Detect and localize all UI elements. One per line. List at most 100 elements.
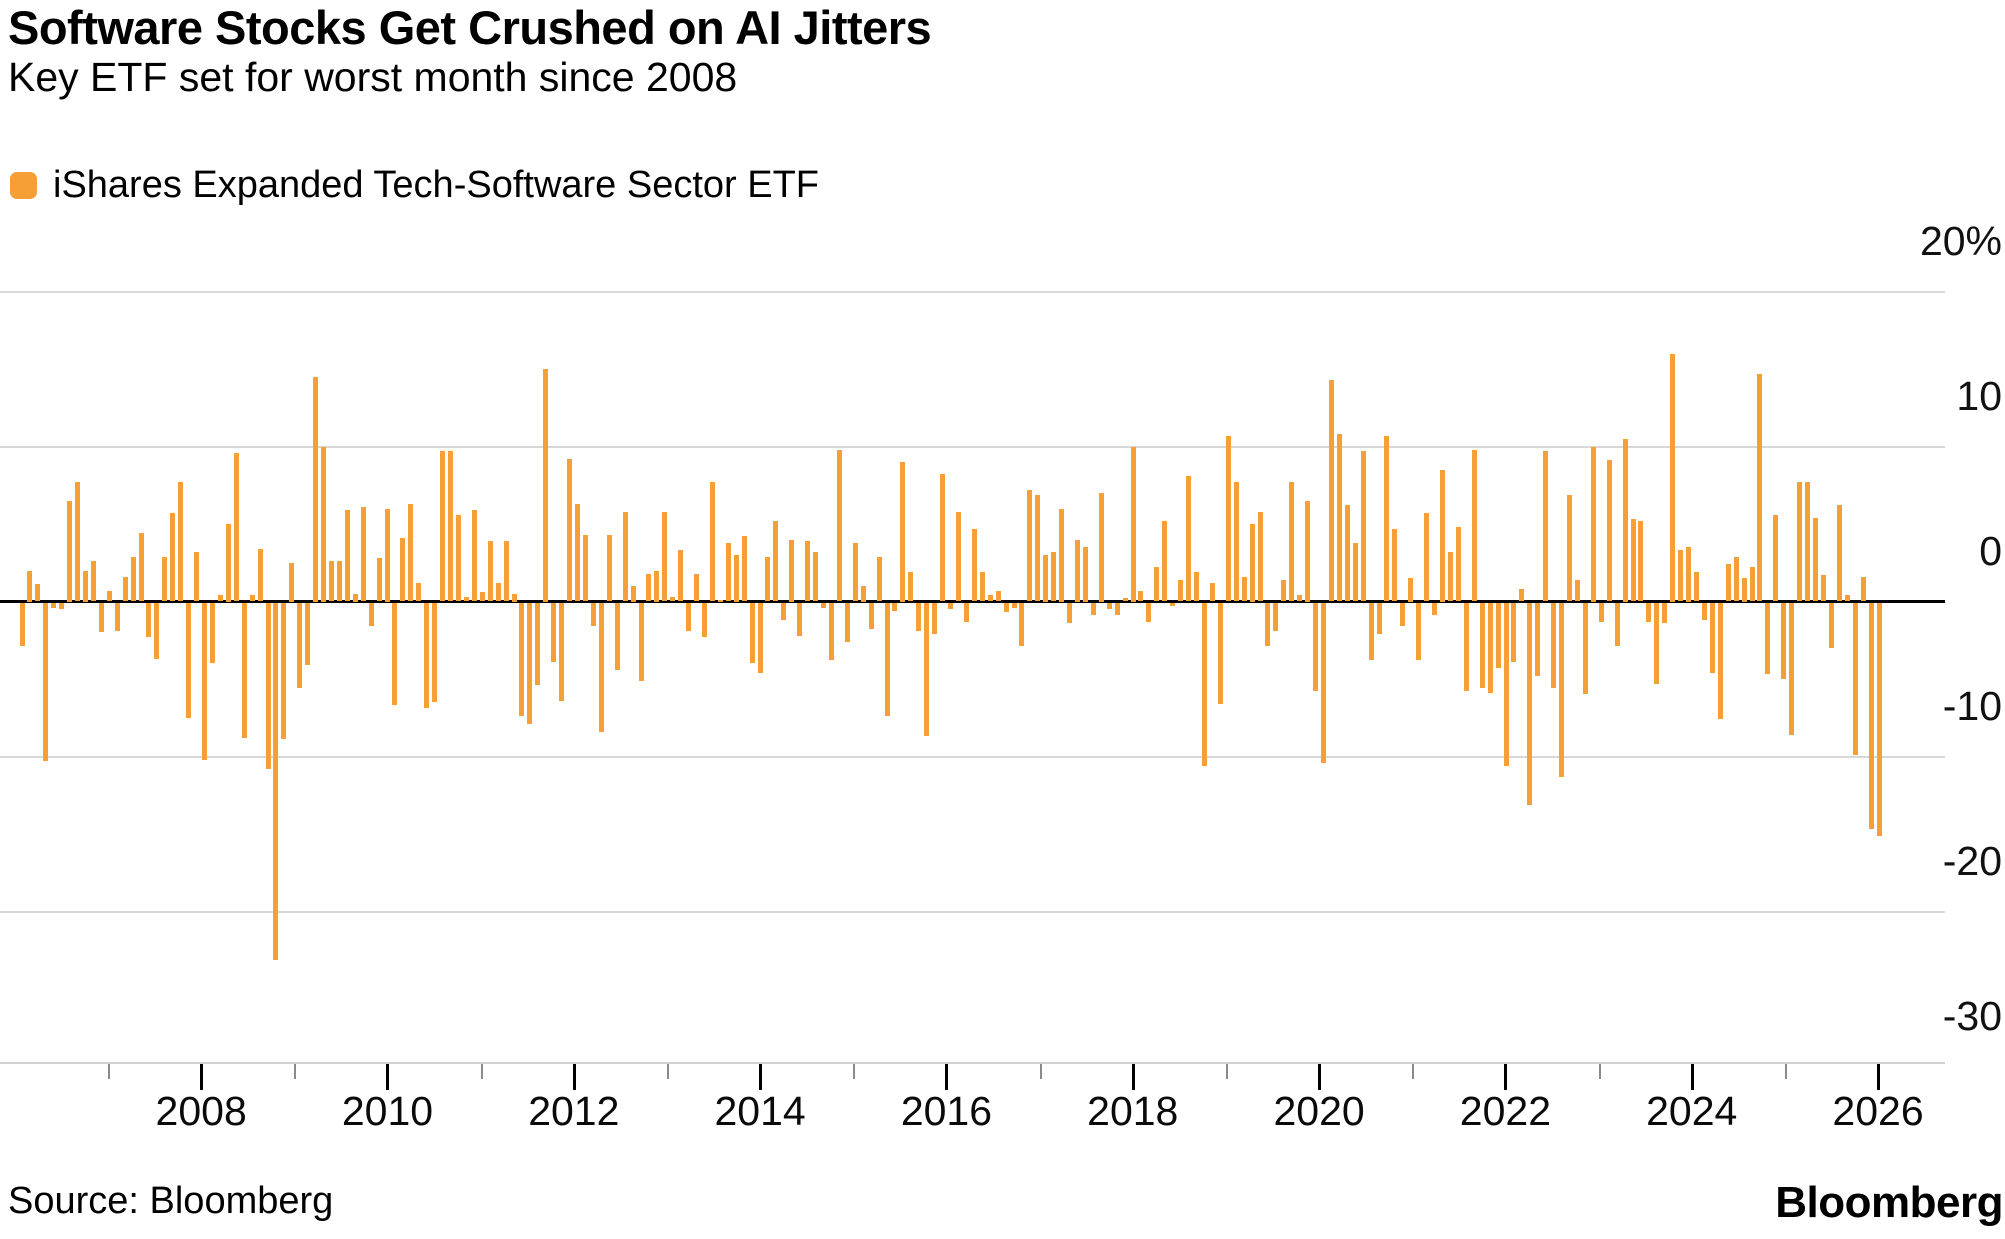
monthly-return-bar [519,603,525,717]
zero-baseline [0,600,1945,603]
monthly-return-bar [630,586,636,602]
monthly-return-bar [368,603,374,627]
monthly-return-bar [154,603,160,659]
monthly-return-bar [757,603,763,673]
monthly-return-bar [1670,353,1676,602]
monthly-return-bar [1233,482,1239,602]
monthly-return-bar [884,603,890,717]
monthly-return-bar [1590,446,1596,602]
monthly-return-bar [963,603,969,622]
monthly-return-bar [1765,603,1771,675]
monthly-return-bar [1082,547,1088,602]
monthly-return-bar [209,603,215,664]
x-axis-minor-tick [480,1064,483,1079]
x-axis-major-tick [200,1064,204,1090]
monthly-return-bar [98,603,104,633]
monthly-return-bar [495,582,501,602]
y-axis-label: 0 [1979,527,2002,574]
monthly-return-bar [1678,550,1684,602]
monthly-return-bar [725,542,731,602]
monthly-return-bar [440,451,446,602]
monthly-return-bar [606,534,612,602]
monthly-return-bar [408,503,414,602]
monthly-return-bar [971,528,977,602]
monthly-return-bar [1059,508,1065,602]
monthly-return-bar [575,503,581,602]
bloomberg-wordmark: Bloomberg [1775,1178,2003,1227]
monthly-return-bar [598,603,604,732]
x-axis-label: 2010 [341,1088,434,1134]
monthly-return-bar [1336,434,1342,602]
monthly-return-bar [1876,603,1882,836]
monthly-return-bar [1559,603,1565,777]
monthly-return-bar [1209,582,1215,602]
monthly-return-bar [1257,511,1263,602]
monthly-return-bar [384,508,390,602]
monthly-return-bar [908,572,914,602]
monthly-return-bar [67,500,73,602]
monthly-return-bar [416,582,422,602]
monthly-return-bar [281,603,287,740]
legend-swatch-icon [10,172,37,199]
monthly-return-bar [1654,603,1660,684]
monthly-return-bar [225,524,231,602]
monthly-return-bar [1773,514,1779,602]
monthly-return-bar [694,573,700,602]
monthly-return-bar [590,603,596,627]
y-axis-label: -30 [1942,992,2002,1039]
monthly-return-bar [1757,373,1763,602]
monthly-return-bar [622,511,628,602]
monthly-return-bar [75,482,81,602]
monthly-return-bar [233,452,239,602]
monthly-return-bar [43,603,49,762]
monthly-return-bar [1344,505,1350,602]
monthly-return-bar [448,451,454,602]
monthly-return-bar [51,603,57,608]
monthly-return-bar [717,599,723,602]
monthly-return-bar [1725,564,1731,602]
monthly-return-bar [1495,603,1501,669]
monthly-return-bar [1138,590,1144,602]
monthly-return-bar [678,550,684,602]
monthly-return-bar [1662,603,1668,624]
monthly-return-bar [1281,579,1287,602]
monthly-return-bar [527,603,533,724]
monthly-return-bar [1392,528,1398,602]
x-axis-label: 2018 [1087,1088,1179,1134]
monthly-return-bar [686,603,692,631]
monthly-return-bar [1106,603,1112,610]
monthly-return-bar [1003,603,1009,613]
monthly-return-bar [1527,603,1533,805]
monthly-return-bar [1376,603,1382,634]
monthly-return-bar [1630,519,1636,602]
monthly-return-bar [138,533,144,602]
monthly-return-bar [1011,603,1017,608]
monthly-return-bar [789,539,795,602]
monthly-return-bar [162,556,168,602]
monthly-return-bar [948,603,953,610]
monthly-return-bar [860,586,866,602]
monthly-return-bar [1614,603,1620,647]
monthly-return-bar [59,603,65,610]
legend-label: iShares Expanded Tech-Software Sector ET… [53,164,820,206]
monthly-return-bar [1035,494,1041,602]
monthly-return-bar [1781,603,1787,679]
gridline [0,910,1945,913]
monthly-return-bar [1511,603,1517,662]
x-axis-label: 2012 [528,1088,620,1134]
y-axis-label: 20% [1919,217,2002,264]
monthly-return-bar [1582,603,1588,695]
monthly-return-bar [1828,603,1834,648]
monthly-return-bar [1273,603,1279,631]
monthly-return-bar [1860,576,1866,602]
monthly-return-bar [1455,527,1461,602]
x-axis-minor-tick [1225,1064,1228,1079]
monthly-return-bar [1622,438,1628,602]
monthly-return-bar [1297,595,1303,602]
monthly-return-bar [1122,598,1128,602]
monthly-return-bar [1447,551,1453,602]
monthly-return-bar [503,541,509,602]
x-axis-major-tick [1504,1064,1508,1090]
monthly-return-bar [1051,551,1057,602]
